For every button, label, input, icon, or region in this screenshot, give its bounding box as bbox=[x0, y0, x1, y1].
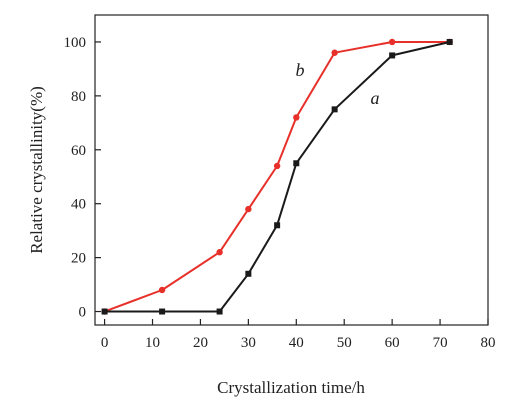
x-tick-label: 60 bbox=[385, 335, 400, 351]
series-b-point bbox=[245, 205, 252, 213]
series-a-point bbox=[293, 160, 300, 167]
series-a-point bbox=[389, 52, 396, 59]
plot-frame bbox=[94, 14, 489, 326]
y-tick-label: 80 bbox=[71, 89, 86, 105]
series-a-point bbox=[446, 38, 453, 45]
series-b-point bbox=[331, 49, 338, 56]
x-tick-label: 50 bbox=[337, 335, 352, 351]
series-layer bbox=[101, 38, 453, 315]
series-label-b: b bbox=[296, 60, 305, 80]
series-a-point bbox=[159, 308, 166, 315]
series-b-point bbox=[216, 249, 223, 256]
series-b-point bbox=[293, 114, 300, 121]
y-tick-label: 100 bbox=[64, 35, 87, 51]
series-b-line bbox=[104, 41, 450, 313]
x-tick-label: 0 bbox=[101, 335, 109, 351]
series-a-point bbox=[245, 270, 252, 277]
x-tick-label: 10 bbox=[145, 335, 160, 351]
series-b-point bbox=[158, 286, 166, 294]
series-a-line bbox=[104, 41, 450, 313]
series-label-a: a bbox=[371, 88, 380, 108]
x-tick-label: 20 bbox=[193, 335, 208, 351]
series-a-point bbox=[101, 308, 108, 315]
y-tick-label: 20 bbox=[71, 251, 86, 267]
x-tick-label: 70 bbox=[433, 335, 448, 351]
series-b-point bbox=[273, 162, 281, 170]
y-tick-label: 60 bbox=[71, 143, 86, 159]
x-tick-label: 30 bbox=[241, 335, 256, 351]
series-b-point bbox=[388, 38, 396, 46]
y-axis-ticks: 0 20 40 60 80 100 bbox=[64, 35, 101, 321]
x-axis-ticks: 0 10 20 30 40 50 60 70 80 bbox=[101, 319, 496, 351]
y-tick-label: 40 bbox=[71, 197, 86, 213]
y-tick-label: 0 bbox=[79, 305, 87, 321]
x-axis-title: Crystallization time/h bbox=[217, 378, 365, 397]
series-a-point bbox=[331, 106, 338, 113]
x-tick-label: 40 bbox=[289, 335, 304, 351]
series-a-point bbox=[216, 308, 223, 315]
x-tick-label: 80 bbox=[481, 335, 496, 351]
y-axis-title: Relative crystallinity(%) bbox=[27, 86, 46, 254]
series-a-point bbox=[274, 222, 281, 229]
